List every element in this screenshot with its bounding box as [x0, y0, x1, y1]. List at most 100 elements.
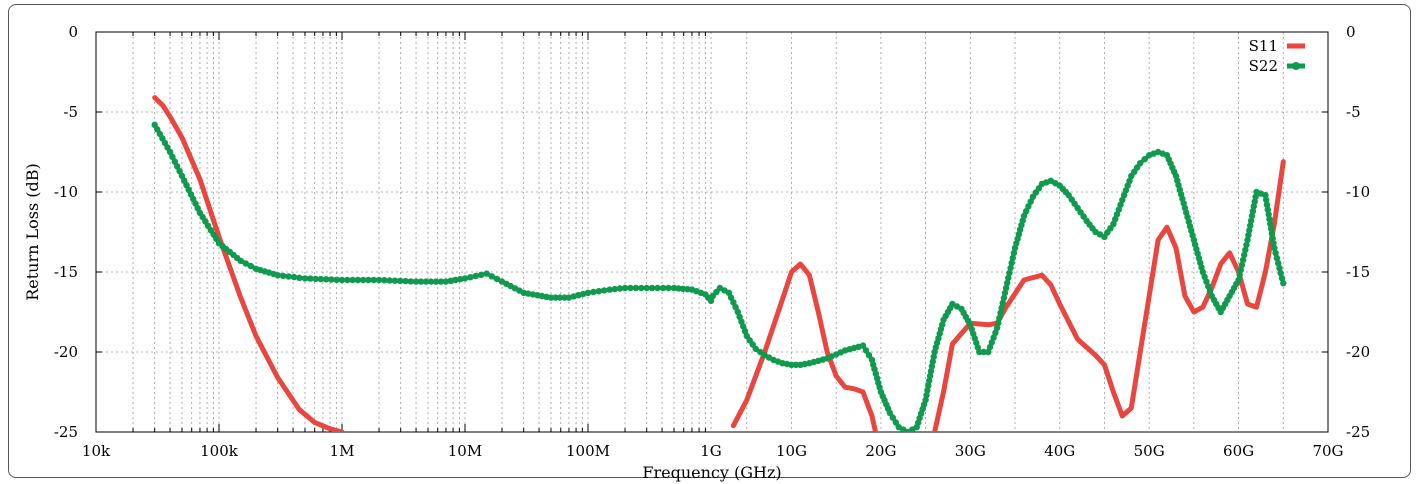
series-s22-point	[926, 377, 933, 384]
series-s22-point	[1251, 198, 1258, 205]
series-s22-point	[349, 276, 356, 284]
y-tick-label-right: 0	[1346, 23, 1356, 41]
series-s22-point	[354, 276, 362, 284]
series-s22-point	[621, 284, 629, 292]
series-s22-point	[1264, 206, 1272, 213]
series-s22-point	[707, 297, 715, 304]
y-tick-label-right: -20	[1346, 343, 1370, 361]
series-s22-point	[595, 288, 602, 295]
x-tick-label: 10M	[448, 442, 482, 460]
series-s22-point	[447, 277, 454, 284]
series-s22-point	[174, 163, 181, 170]
series-s22-point	[478, 271, 485, 278]
series-s22-point	[570, 293, 577, 300]
series-s22-point	[1241, 251, 1248, 259]
series-s22-point	[1022, 208, 1030, 215]
series-s22-point	[386, 277, 393, 284]
series-s22-point	[1020, 212, 1028, 220]
series-s11-line	[730, 159, 1286, 432]
series-s22-point	[892, 419, 899, 426]
series-layer	[151, 95, 1287, 432]
series-s22-point	[1267, 220, 1274, 228]
x-tick-label: 1G	[700, 442, 722, 460]
y-tick-label-right: -10	[1346, 183, 1370, 201]
series-s22-point	[1004, 279, 1011, 287]
series-s22-point	[926, 372, 934, 380]
series-s22-point	[741, 328, 749, 335]
series-s22-point	[422, 278, 430, 285]
series-s22-point	[999, 299, 1006, 307]
series-s22-point	[1263, 201, 1271, 208]
series-s22-point	[285, 273, 292, 280]
series-s22-point	[432, 278, 440, 285]
series-s22-point	[740, 323, 747, 330]
grid-lines	[96, 32, 1328, 432]
series-s22-point	[606, 286, 613, 293]
series-s22-point	[1000, 294, 1008, 302]
y-tick-label-left: -5	[63, 103, 78, 121]
series-s22-point	[1239, 256, 1247, 264]
series-s22-point	[601, 287, 608, 294]
series-s22-point	[732, 304, 739, 311]
x-tick-label: 100M	[566, 442, 610, 460]
series-s22-point	[1112, 216, 1119, 223]
series-s22-point	[1201, 273, 1208, 280]
series-s22	[151, 121, 1287, 432]
series-s22-point	[648, 284, 656, 292]
series-s22-point	[1248, 212, 1256, 220]
series-s22-point	[1199, 268, 1207, 276]
series-s22-point	[1236, 271, 1243, 279]
plot-area-border	[95, 31, 1329, 433]
x-tick-label: 100k	[200, 442, 239, 460]
series-s22-point	[997, 309, 1004, 317]
y-tick-label-left: -15	[54, 263, 78, 281]
series-s22-point	[1269, 235, 1276, 242]
y-tick-label-right: -5	[1346, 103, 1361, 121]
series-s22-point	[1247, 217, 1255, 224]
y-tick-label-left: -25	[54, 423, 78, 441]
series-s22-point	[1271, 244, 1278, 252]
series-s22-point	[412, 278, 420, 285]
x-tick-label: 20G	[865, 442, 896, 460]
x-tick-label: 50G	[1134, 442, 1165, 460]
series-s22-point	[1009, 254, 1016, 262]
chart-frame	[8, 4, 1411, 478]
series-s22-point	[552, 294, 559, 301]
series-s22-point	[472, 272, 479, 280]
series-s22-point	[925, 382, 932, 389]
series-s22-point	[1205, 283, 1212, 290]
series-s22-point	[483, 270, 490, 277]
series-s22-point	[296, 274, 303, 281]
x-tick-label: 60G	[1223, 442, 1254, 460]
series-s22-point	[442, 278, 450, 285]
series-s22-point	[792, 361, 800, 368]
series-s22-point	[734, 308, 741, 316]
series-s22-point	[1117, 201, 1124, 208]
series-s22-point	[452, 276, 459, 284]
series-s22-point	[1278, 275, 1286, 282]
series-s22-point	[427, 278, 435, 285]
series-s22-point	[616, 285, 624, 292]
series-s22-point	[930, 353, 937, 360]
series-s22-point	[1005, 274, 1012, 282]
series-s22-point	[922, 396, 929, 404]
y-tick-label-right: -25	[1346, 423, 1370, 441]
series-s22-point	[886, 409, 893, 416]
series-s22-point	[627, 284, 634, 292]
series-s22-point	[1249, 208, 1257, 215]
series-s22-point	[985, 348, 992, 356]
x-tick-label: 40G	[1044, 442, 1075, 460]
series-s22-point	[923, 392, 930, 399]
series-s22-point	[547, 294, 555, 301]
series-s22-point	[1266, 216, 1273, 223]
series-s22-point	[889, 414, 896, 421]
series-s22-point	[1270, 240, 1277, 247]
series-s22-point	[580, 290, 587, 298]
series-s22-point	[1273, 254, 1281, 262]
series-s22-point	[312, 275, 319, 283]
series-s22-line	[710, 150, 1286, 432]
series-s22-point	[301, 275, 309, 282]
series-s22-point	[307, 275, 314, 282]
